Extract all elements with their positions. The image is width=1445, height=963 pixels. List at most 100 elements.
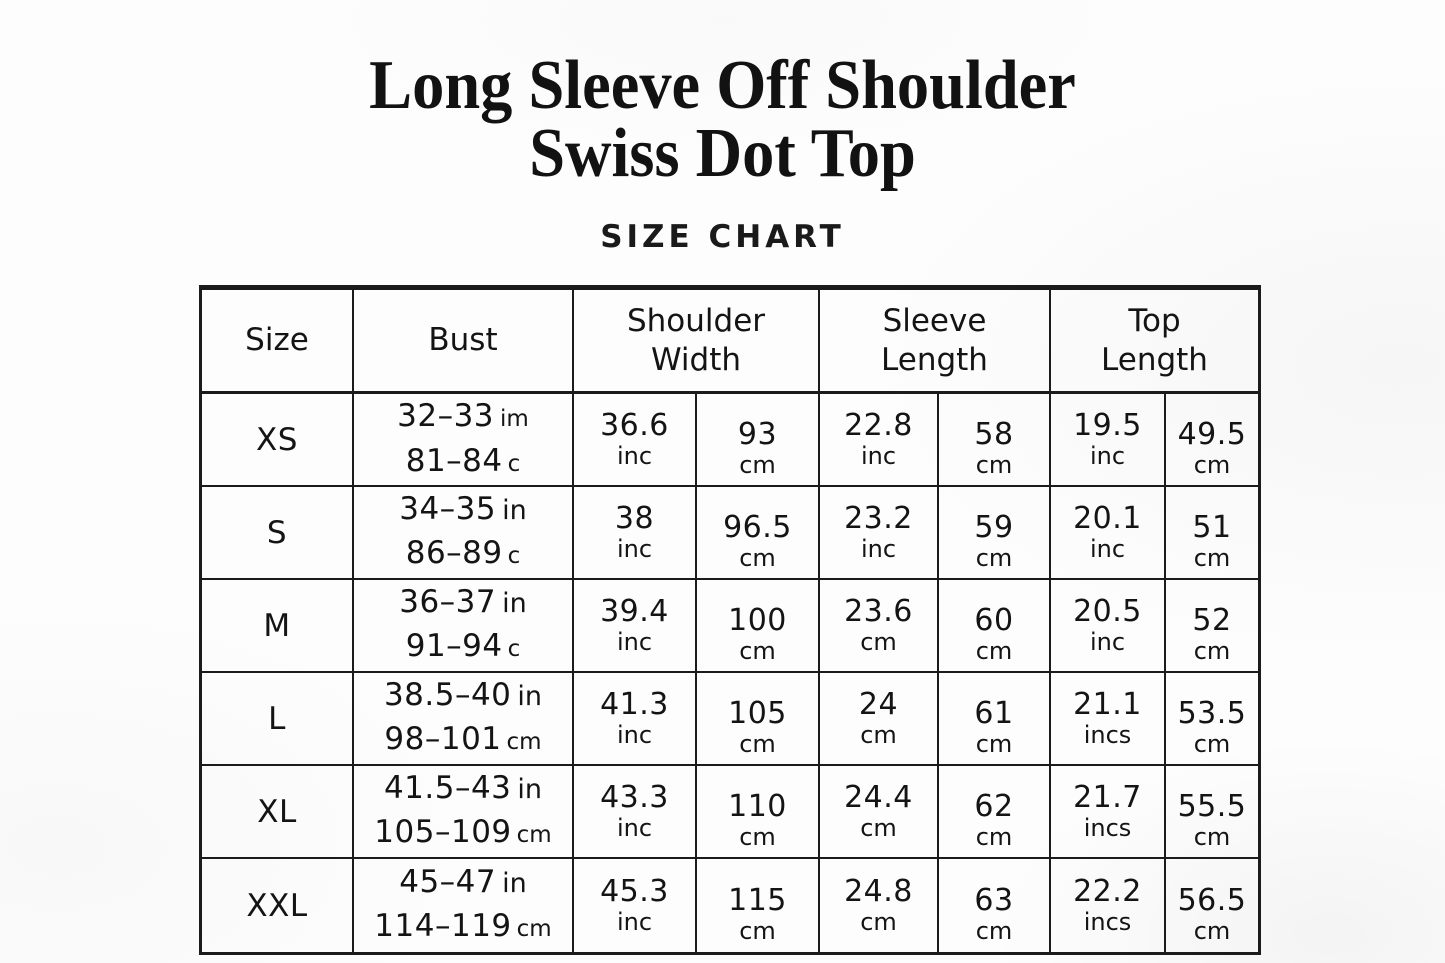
header-cell-bust: Bust [354,290,574,394]
bust-inches-unit: in [502,868,527,899]
shoulder-width-cm-value: 110 [728,789,787,824]
header-cell-sleeve-length: Sleeve Length [820,290,1051,394]
shoulder-width-inch-value: 43.3 [600,780,669,815]
sleeve-length-cm-unit: cm [975,637,1013,665]
top-length-inch-cell: 21.1 incs [1051,673,1166,766]
header-label-shoulder: Shoulder [626,302,766,339]
shoulder-width-cm-cell: 93 cm [697,394,820,487]
top-length-inch-cell: 20.1 inc [1051,487,1166,580]
top-length-inch-cell: 19.5 inc [1051,394,1166,487]
shoulder-width-cm-value: 115 [728,883,787,918]
bust-inches-line: 34–35 in [399,488,527,532]
top-length-cm-cell: 49.5 cm [1166,394,1258,487]
top-length-inch-value: 22.2 [1073,874,1142,909]
top-length-cm-value: 56.5 [1177,883,1247,918]
bust-cm-range: 114–119 [374,908,512,944]
top-length-inch-unit: incs [1083,908,1132,936]
bust-cm-range: 98–101 [384,721,502,757]
sleeve-length-inch-value: 24.4 [844,780,913,815]
header-cell-shoulder-width: Shoulder Width [574,290,820,394]
top-length-inch-value: 21.1 [1073,687,1142,722]
top-length-inch-unit: inc [1089,628,1126,656]
top-length-inch-value: 20.1 [1073,501,1142,536]
sleeve-length-cm-cell: 59 cm [939,487,1051,580]
sleeve-length-inch-cell: 23.6 cm [820,580,939,673]
bust-cell: 41.5–43 in 105–109 cm [354,766,574,859]
sleeve-length-inch-unit: cm [860,628,897,656]
header-label-top: Top [1128,302,1181,339]
sleeve-length-inch-value: 24.8 [844,874,913,909]
sleeve-length-inch-value: 23.6 [844,594,913,629]
sleeve-length-inch-cell: 24.8 cm [820,859,939,952]
sleeve-length-cm-cell: 61 cm [939,673,1051,766]
bust-cm-range: 105–109 [374,814,512,850]
sleeve-length-cm-cell: 63 cm [939,859,1051,952]
bust-cm-unit: c [507,543,521,569]
shoulder-width-inch-value: 39.4 [600,594,669,629]
size-label: L [268,700,286,737]
header-label-width: Width [650,341,742,378]
bust-cm-unit: c [507,636,521,662]
header-cell-top-length: Top Length [1051,290,1258,394]
shoulder-width-inch-value: 38 [614,501,655,536]
page-title: Long Sleeve Off Shoulder Swiss Dot Top [58,51,1387,192]
shoulder-width-inch-cell: 36.6 inc [574,394,697,487]
shoulder-width-cm-value: 93 [737,417,778,452]
bust-inches-unit: in [502,588,527,619]
shoulder-width-cm-cell: 110 cm [697,766,820,859]
size-label: XXL [246,887,308,924]
top-length-cm-cell: 51 cm [1166,487,1258,580]
shoulder-width-inch-unit: inc [616,814,653,842]
top-length-inch-value: 21.7 [1073,780,1142,815]
sleeve-length-cm-unit: cm [975,730,1013,758]
top-length-inch-value: 19.5 [1073,408,1142,443]
shoulder-width-inch-unit: inc [616,628,653,656]
top-length-inch-unit: incs [1083,721,1132,749]
shoulder-width-cm-cell: 115 cm [697,859,820,952]
bust-cm-range: 86–89 [405,535,503,571]
bust-inches-line: 45–47 in [399,861,527,905]
sleeve-length-inch-cell: 23.2 inc [820,487,939,580]
top-length-cm-unit: cm [1193,637,1231,665]
sleeve-length-cm-cell: 60 cm [939,580,1051,673]
top-length-inch-value: 20.5 [1073,594,1142,629]
sleeve-length-inch-unit: cm [860,814,897,842]
sleeve-length-inch-cell: 24 cm [820,673,939,766]
sleeve-length-cm-value: 62 [974,789,1014,824]
sleeve-length-inch-cell: 22.8 inc [820,394,939,487]
header-label-sleeve-length: Length [881,341,988,378]
bust-cm-unit: cm [506,729,542,755]
size-table: Size Bust Shoulder Width Sleeve Length T… [199,285,1261,955]
shoulder-width-cm-unit: cm [739,917,776,945]
top-length-inch-cell: 20.5 inc [1051,580,1166,673]
bust-cm-line: 105–109 cm [374,811,551,856]
size-cell: L [202,673,354,766]
size-label: XL [257,793,297,830]
sleeve-length-inch-unit: inc [860,442,897,470]
bust-cm-unit: cm [516,822,552,848]
sleeve-length-inch-unit: cm [860,721,897,749]
size-cell: XS [202,394,354,487]
bust-inches-unit: in [517,681,543,712]
shoulder-width-inch-cell: 39.4 inc [574,580,697,673]
sleeve-length-inch-unit: cm [860,908,897,936]
size-label: XS [256,421,298,458]
top-length-cm-unit: cm [1193,451,1231,479]
size-label: M [263,607,291,644]
top-length-inch-unit: incs [1083,814,1132,842]
sleeve-length-cm-cell: 62 cm [939,766,1051,859]
bust-inches-unit: im [500,405,529,432]
top-length-cm-cell: 52 cm [1166,580,1258,673]
size-cell: XL [202,766,354,859]
top-length-cm-unit: cm [1193,917,1231,945]
bust-cm-line: 91–94 c [406,625,521,670]
shoulder-width-inch-cell: 41.3 inc [574,673,697,766]
shoulder-width-cm-unit: cm [739,451,776,479]
bust-inches-range: 36–37 [399,584,497,620]
page-title-line2: Swiss Dot Top [529,115,916,192]
top-length-cm-value: 53.5 [1177,696,1247,731]
sleeve-length-cm-unit: cm [975,544,1013,572]
shoulder-width-cm-unit: cm [739,823,776,851]
size-label: S [266,514,288,551]
shoulder-width-inch-cell: 45.3 inc [574,859,697,952]
